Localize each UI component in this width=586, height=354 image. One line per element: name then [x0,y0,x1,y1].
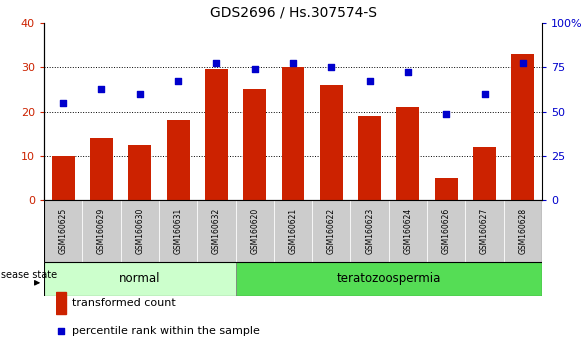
Text: normal: normal [119,272,161,285]
Bar [465,200,504,262]
Bar [397,107,420,200]
Text: GSM160631: GSM160631 [173,208,183,254]
Bar [90,138,113,200]
Point [173,78,183,83]
Point [480,91,489,97]
Bar [350,200,389,262]
Text: GSM160623: GSM160623 [365,208,374,254]
Point [56,328,66,334]
Point [250,67,260,72]
Bar [159,200,197,262]
Text: GSM160621: GSM160621 [288,208,298,254]
Text: GSM160629: GSM160629 [97,208,106,254]
Text: GSM160632: GSM160632 [212,208,221,254]
Bar [243,89,266,200]
Text: GSM160625: GSM160625 [59,208,67,254]
Text: GSM160622: GSM160622 [327,208,336,254]
Text: GSM160626: GSM160626 [442,208,451,254]
Point [365,78,374,83]
Point [518,60,527,66]
Bar [320,85,343,200]
Title: GDS2696 / Hs.307574-S: GDS2696 / Hs.307574-S [210,5,376,19]
Point [97,86,106,92]
Bar [512,54,534,200]
Point [326,64,336,70]
Bar [281,67,305,200]
Bar [427,200,465,262]
Bar [312,200,350,262]
Bar [197,200,236,262]
Bar [128,145,151,200]
Bar [166,120,189,200]
Bar [82,200,121,262]
Text: GSM160624: GSM160624 [403,208,413,254]
Bar [358,116,381,200]
Bar [44,200,82,262]
Bar [44,262,236,296]
Text: GSM160630: GSM160630 [135,208,144,254]
Bar [504,200,542,262]
Text: GSM160628: GSM160628 [519,208,527,254]
Text: transformed count: transformed count [72,298,176,308]
Bar [205,69,228,200]
Text: GSM160620: GSM160620 [250,208,259,254]
Text: teratozoospermia: teratozoospermia [336,272,441,285]
Point [212,60,221,66]
Point [288,60,298,66]
Bar [52,156,74,200]
Bar [236,200,274,262]
Bar [121,200,159,262]
Text: percentile rank within the sample: percentile rank within the sample [72,326,260,336]
Bar [389,200,427,262]
Bar [274,200,312,262]
Point [403,69,413,75]
Text: GSM160627: GSM160627 [480,208,489,254]
Point [442,111,451,116]
Bar [473,147,496,200]
Text: disease state: disease state [0,270,57,280]
Point [135,91,144,97]
Bar [435,178,458,200]
Bar [56,292,66,314]
Point [59,100,68,105]
Bar [236,262,542,296]
